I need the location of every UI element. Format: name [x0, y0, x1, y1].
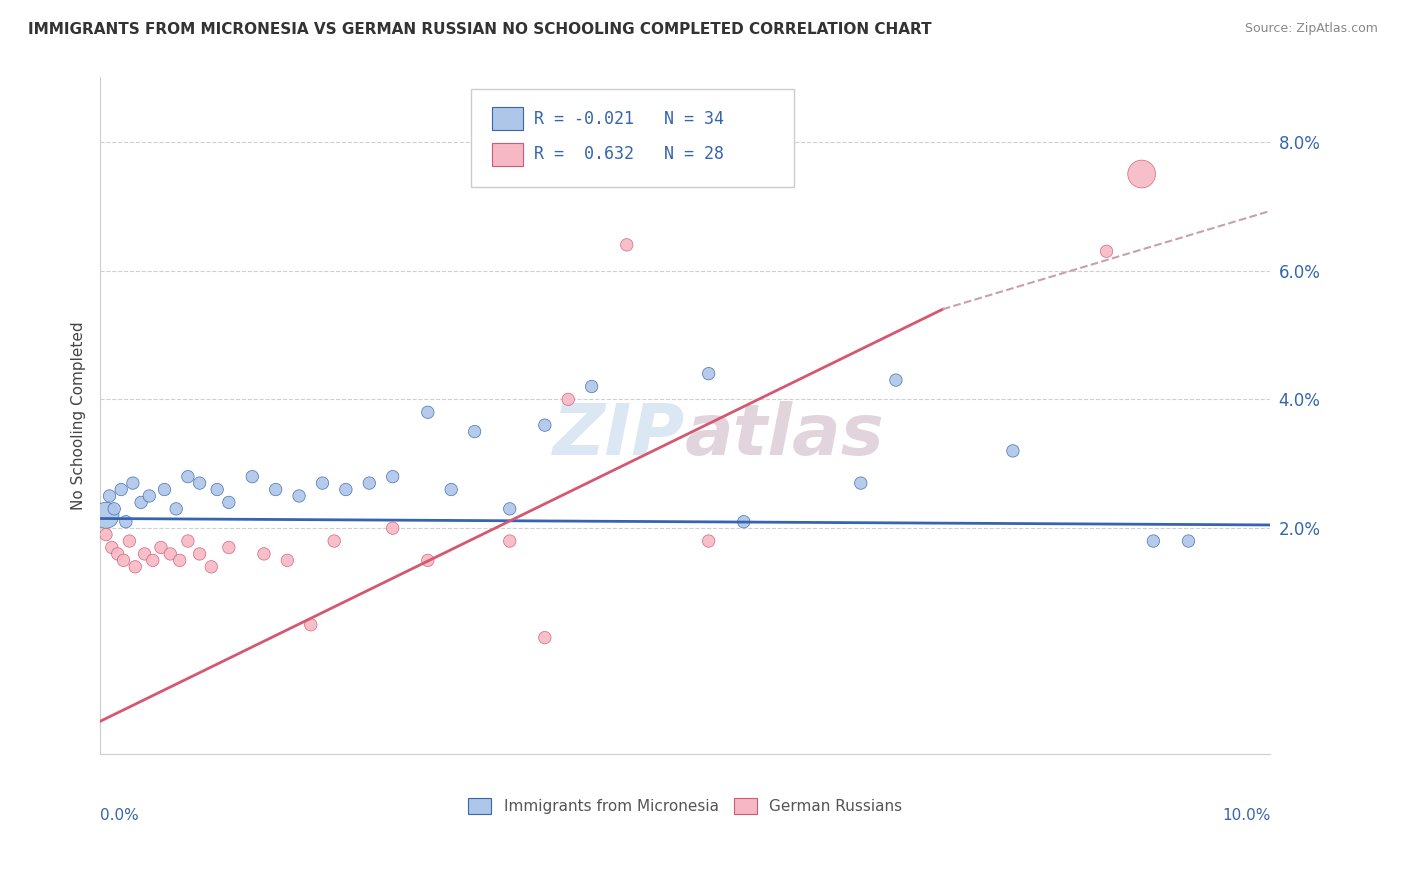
Point [122, 476, 145, 491]
Point [101, 541, 124, 555]
Point [849, 476, 872, 491]
Point [323, 534, 346, 549]
Point [416, 553, 439, 567]
Point [264, 483, 287, 497]
Point [112, 553, 135, 567]
Point [499, 534, 522, 549]
Point [218, 495, 240, 509]
Text: R =  0.632   N = 28: R = 0.632 N = 28 [534, 145, 724, 163]
Point [142, 553, 165, 567]
Text: atlas: atlas [685, 401, 884, 470]
Point [218, 541, 240, 555]
Text: ZIP: ZIP [553, 401, 685, 470]
Point [165, 501, 187, 516]
Point [94, 527, 117, 541]
Point [177, 534, 200, 549]
Point [1095, 244, 1118, 259]
Point [1001, 443, 1024, 458]
Legend: Immigrants from Micronesia, German Russians: Immigrants from Micronesia, German Russi… [463, 792, 908, 821]
Point [98, 489, 121, 503]
Point [188, 547, 211, 561]
Point [115, 515, 138, 529]
Text: R = -0.021   N = 34: R = -0.021 N = 34 [534, 110, 724, 128]
Point [440, 483, 463, 497]
Point [557, 392, 579, 407]
Point [381, 469, 404, 483]
Text: 10.0%: 10.0% [1222, 807, 1271, 822]
Point [118, 534, 141, 549]
Y-axis label: No Schooling Completed: No Schooling Completed [72, 321, 86, 510]
Point [188, 476, 211, 491]
Point [697, 367, 720, 381]
Point [159, 547, 181, 561]
Text: 0.0%: 0.0% [100, 807, 139, 822]
Point [1142, 534, 1164, 549]
Point [138, 489, 160, 503]
Point [499, 501, 522, 516]
Point [103, 501, 125, 516]
Point [169, 553, 191, 567]
Point [94, 508, 117, 523]
Point [253, 547, 276, 561]
Point [124, 559, 146, 574]
Point [1130, 167, 1153, 181]
Point [134, 547, 156, 561]
Point [1177, 534, 1199, 549]
Point [276, 553, 298, 567]
Point [381, 521, 404, 535]
Point [335, 483, 357, 497]
Point [533, 418, 555, 433]
Point [581, 379, 603, 393]
Text: IMMIGRANTS FROM MICRONESIA VS GERMAN RUSSIAN NO SCHOOLING COMPLETED CORRELATION : IMMIGRANTS FROM MICRONESIA VS GERMAN RUS… [28, 22, 932, 37]
Point [107, 547, 129, 561]
Point [416, 405, 439, 419]
Point [240, 469, 263, 483]
Point [697, 534, 720, 549]
Point [129, 495, 152, 509]
Point [884, 373, 907, 387]
Point [464, 425, 486, 439]
Point [288, 489, 311, 503]
Point [205, 483, 228, 497]
Text: Source: ZipAtlas.com: Source: ZipAtlas.com [1244, 22, 1378, 36]
Point [533, 631, 555, 645]
Point [733, 515, 755, 529]
Point [177, 469, 200, 483]
Point [153, 483, 176, 497]
Point [200, 559, 222, 574]
Point [149, 541, 172, 555]
Point [616, 237, 638, 252]
Point [110, 483, 132, 497]
Point [311, 476, 333, 491]
Point [299, 617, 322, 632]
Point [359, 476, 381, 491]
